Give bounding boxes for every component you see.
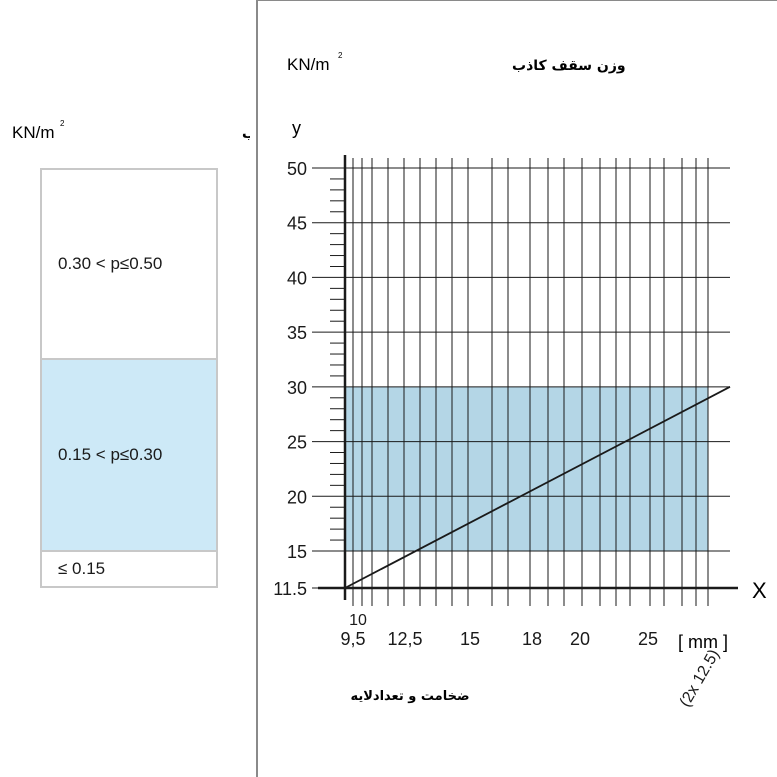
- y-tick-label: 30: [287, 378, 307, 398]
- y-tick-label: 45: [287, 214, 307, 234]
- x-tick-label: 20: [570, 629, 590, 649]
- x-tick-label: 25: [638, 629, 658, 649]
- y-tick-label: 35: [287, 323, 307, 343]
- chart-title-unit: KN/m: [287, 55, 330, 74]
- x-axis-unit: [ mm ]: [678, 632, 728, 652]
- left-title-exp: 2: [60, 119, 65, 128]
- chart-title-fa: وزن سقف کاذب: [512, 58, 626, 74]
- shaded-band: [345, 386, 708, 551]
- band-low-label: ≤ 0.15: [58, 559, 106, 578]
- y-tick-label: 25: [287, 433, 307, 453]
- y-tick-label: 20: [287, 487, 307, 507]
- y-tick-label: 40: [287, 268, 307, 288]
- y-tick-label: 11.5: [273, 579, 307, 599]
- x-tick-label: 15: [460, 629, 480, 649]
- plot-area: 11.5 15 20 25 30 35 40 45 50 9,5 12,5 15 18 20 25 10 (2x…: [273, 155, 738, 710]
- band-low: ≤ 0.15: [40, 550, 218, 588]
- left-title-unit: KN/m: [12, 123, 55, 142]
- x-tick-label: 18: [522, 629, 542, 649]
- band-medium: 0.15 < p≤0.30: [40, 358, 218, 552]
- chart-title-exp: 2: [338, 51, 343, 60]
- x-tick-label-10: 10: [349, 612, 367, 629]
- x-tick-label: 9,5: [340, 629, 365, 649]
- x-axis-label: X: [752, 578, 767, 603]
- y-tick-label: 50: [287, 159, 307, 179]
- x-tick-note: (2x 12.5): [677, 647, 723, 710]
- weight-class-legend: 0.30 < p≤0.50 0.15 < p≤0.30 ≤ 0.15: [40, 168, 218, 588]
- data-line: [344, 386, 731, 589]
- x-tick-label: 12,5: [387, 629, 422, 649]
- x-axis-caption: ضخامت و تعدادلایه: [350, 689, 469, 704]
- chart-frame: [256, 0, 777, 777]
- y-axis-label: y: [292, 118, 301, 138]
- band-high-label: 0.30 < p≤0.50: [58, 254, 163, 273]
- y-tick-label: 15: [287, 542, 307, 562]
- band-medium-label: 0.15 < p≤0.30: [58, 445, 163, 464]
